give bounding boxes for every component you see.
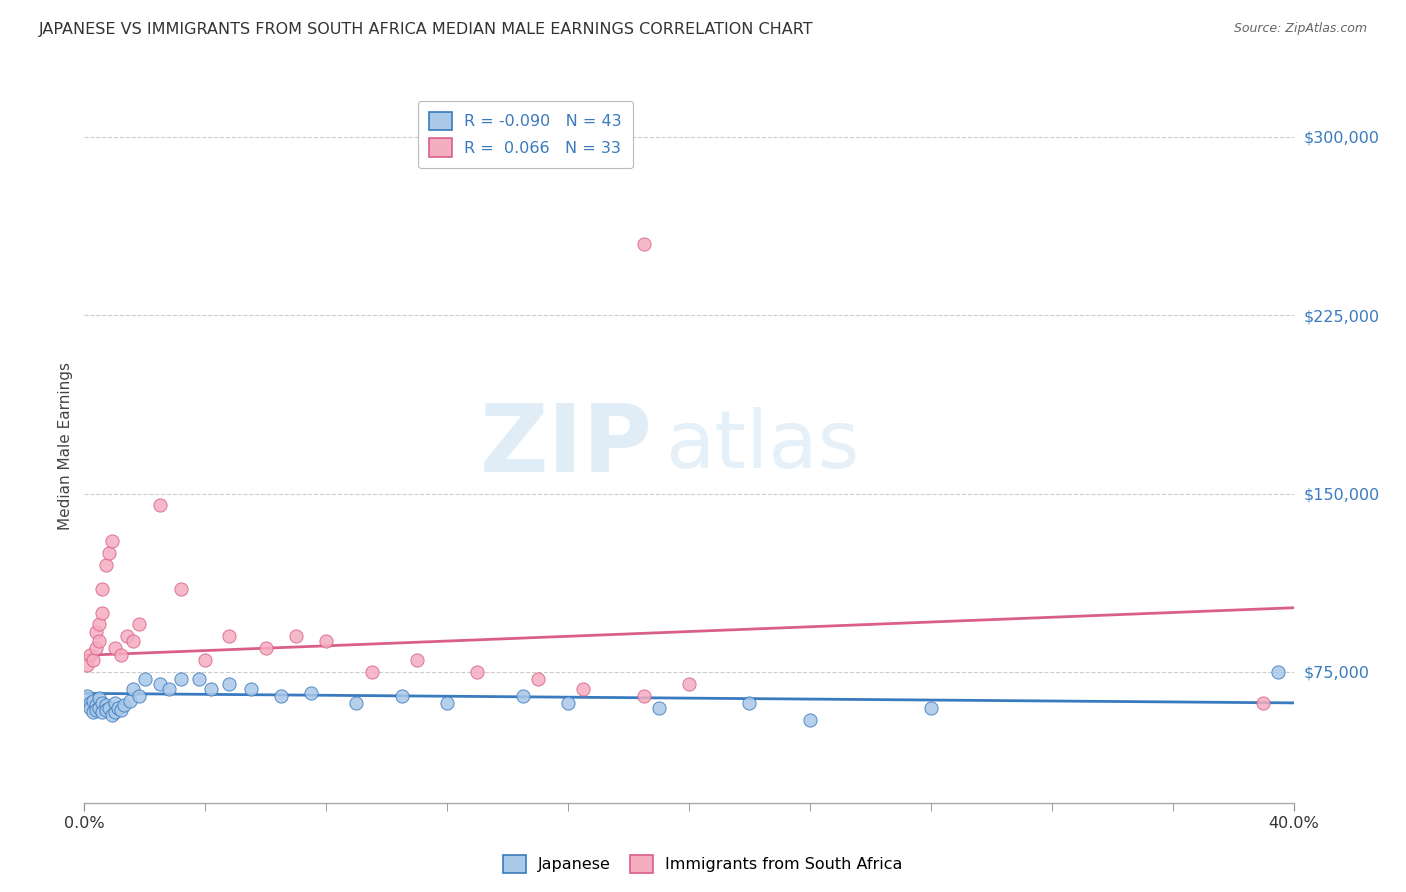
Point bbox=[89, 691, 111, 706]
Point bbox=[128, 617, 150, 632]
Point bbox=[170, 672, 193, 686]
Point bbox=[467, 665, 489, 679]
Point bbox=[633, 689, 655, 703]
Point bbox=[91, 582, 114, 596]
Point bbox=[134, 672, 156, 686]
Point bbox=[91, 706, 114, 720]
Point bbox=[572, 681, 595, 696]
Point bbox=[76, 657, 98, 672]
Point bbox=[115, 629, 138, 643]
Point bbox=[86, 698, 108, 713]
Point bbox=[315, 634, 337, 648]
Legend: Japanese, Immigrants from South Africa: Japanese, Immigrants from South Africa bbox=[496, 848, 910, 880]
Legend: R = -0.090   N = 43, R =  0.066   N = 33: R = -0.090 N = 43, R = 0.066 N = 33 bbox=[418, 101, 633, 168]
Point bbox=[557, 696, 579, 710]
Point bbox=[86, 703, 108, 717]
Point bbox=[239, 681, 262, 696]
Text: Source: ZipAtlas.com: Source: ZipAtlas.com bbox=[1233, 22, 1367, 36]
Point bbox=[157, 681, 180, 696]
Point bbox=[110, 703, 132, 717]
Point bbox=[218, 677, 240, 691]
Point bbox=[799, 713, 821, 727]
Point bbox=[94, 558, 117, 572]
Point bbox=[738, 696, 761, 710]
Point bbox=[360, 665, 382, 679]
Point bbox=[97, 700, 120, 714]
Point bbox=[527, 672, 550, 686]
Point bbox=[118, 693, 141, 707]
Point bbox=[200, 681, 222, 696]
Text: JAPANESE VS IMMIGRANTS FROM SOUTH AFRICA MEDIAN MALE EARNINGS CORRELATION CHART: JAPANESE VS IMMIGRANTS FROM SOUTH AFRICA… bbox=[39, 22, 814, 37]
Point bbox=[299, 686, 322, 700]
Point bbox=[89, 634, 111, 648]
Point bbox=[121, 634, 143, 648]
Point bbox=[285, 629, 308, 643]
Point bbox=[391, 689, 413, 703]
Point bbox=[97, 546, 120, 560]
Point bbox=[254, 641, 277, 656]
Point bbox=[86, 641, 108, 656]
Point bbox=[121, 681, 143, 696]
Point bbox=[346, 696, 368, 710]
Point bbox=[188, 672, 211, 686]
Point bbox=[648, 700, 671, 714]
Point bbox=[104, 696, 127, 710]
Point bbox=[76, 689, 98, 703]
Point bbox=[107, 700, 129, 714]
Point bbox=[94, 698, 117, 713]
Point bbox=[110, 648, 132, 663]
Point bbox=[100, 707, 122, 722]
Point bbox=[149, 499, 172, 513]
Point bbox=[218, 629, 240, 643]
Point bbox=[436, 696, 458, 710]
Text: atlas: atlas bbox=[665, 407, 859, 485]
Point bbox=[94, 703, 117, 717]
Point bbox=[512, 689, 534, 703]
Point bbox=[104, 706, 127, 720]
Point bbox=[128, 689, 150, 703]
Point bbox=[194, 653, 217, 667]
Point bbox=[82, 706, 104, 720]
Point bbox=[89, 700, 111, 714]
Point bbox=[633, 236, 655, 251]
Y-axis label: Median Male Earnings: Median Male Earnings bbox=[58, 362, 73, 530]
Point bbox=[79, 648, 101, 663]
Point bbox=[1267, 665, 1289, 679]
Point bbox=[89, 617, 111, 632]
Point bbox=[91, 696, 114, 710]
Point bbox=[86, 624, 108, 639]
Point bbox=[79, 700, 101, 714]
Point bbox=[100, 534, 122, 549]
Point bbox=[170, 582, 193, 596]
Point bbox=[1253, 696, 1275, 710]
Point bbox=[82, 653, 104, 667]
Point bbox=[270, 689, 292, 703]
Text: ZIP: ZIP bbox=[479, 400, 652, 492]
Point bbox=[112, 698, 135, 713]
Point bbox=[82, 693, 104, 707]
Point bbox=[79, 696, 101, 710]
Point bbox=[406, 653, 429, 667]
Point bbox=[920, 700, 942, 714]
Point bbox=[104, 641, 127, 656]
Point bbox=[678, 677, 700, 691]
Point bbox=[91, 606, 114, 620]
Point bbox=[149, 677, 172, 691]
